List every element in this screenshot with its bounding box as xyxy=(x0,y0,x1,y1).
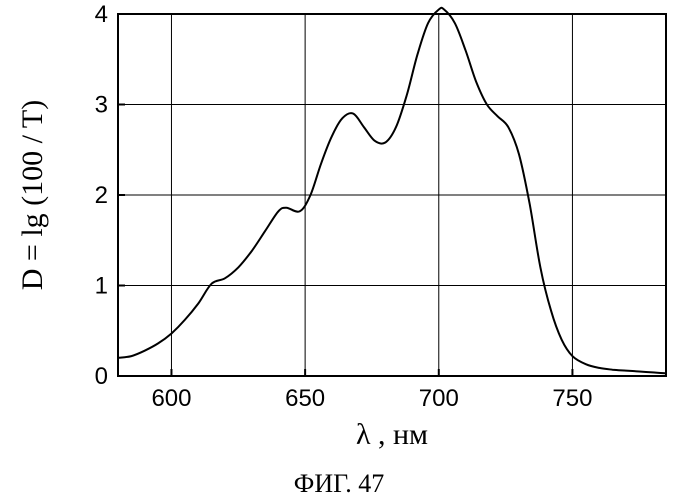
y-tick-label: 2 xyxy=(95,182,108,209)
x-tick-label: 750 xyxy=(552,385,592,412)
figure-caption: ФИГ. 47 xyxy=(294,469,384,498)
y-tick-label: 3 xyxy=(95,92,108,119)
x-tick-label: 700 xyxy=(419,385,459,412)
x-tick-label: 650 xyxy=(285,385,325,412)
x-axis-label: λ , нм xyxy=(356,418,428,451)
grid xyxy=(118,14,666,376)
spectrum-line xyxy=(118,8,666,374)
x-tick-label: 600 xyxy=(151,385,191,412)
y-tick-label: 0 xyxy=(95,363,108,390)
tick-labels: 600 650 700 750 0 1 2 3 4 xyxy=(95,1,593,412)
y-axis-label: D = lg (100 / T) xyxy=(16,100,49,291)
y-tick-label: 1 xyxy=(95,273,108,300)
y-tick-label: 4 xyxy=(95,1,108,28)
